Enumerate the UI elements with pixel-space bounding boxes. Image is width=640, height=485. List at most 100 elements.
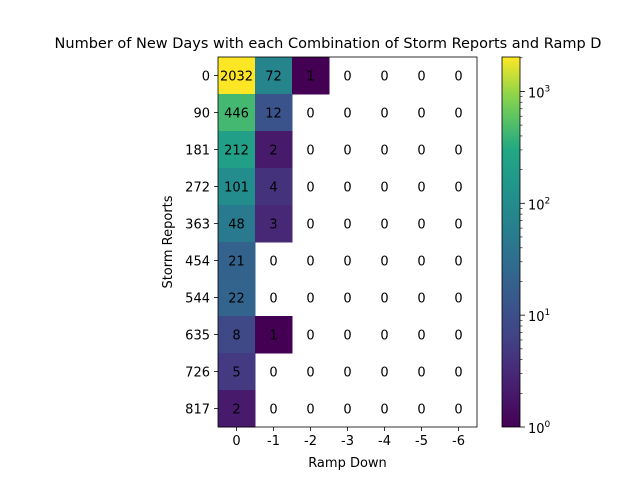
heatmap-cell xyxy=(218,94,256,132)
colorbar xyxy=(502,57,520,427)
cell-value-label: 0 xyxy=(380,403,388,418)
cell-value-label: 0 xyxy=(306,329,314,344)
cell-value-label: 0 xyxy=(454,403,462,418)
cell-value-label: 0 xyxy=(343,107,351,122)
heatmap-cell xyxy=(218,57,256,95)
cell-value-label: 0 xyxy=(306,107,314,122)
y-tick-label: 544 xyxy=(185,292,210,307)
cell-value-label: 0 xyxy=(380,144,388,159)
cell-value-label: 0 xyxy=(380,70,388,85)
cell-value-label: 0 xyxy=(269,366,277,381)
x-tick-label: -6 xyxy=(452,434,465,449)
chart-title: Number of New Days with each Combination… xyxy=(55,36,602,52)
heatmap-cell xyxy=(218,279,256,317)
x-tick-label: 0 xyxy=(232,434,240,449)
cell-value-label: 0 xyxy=(454,292,462,307)
y-axis: 0 90 181 272 363 454 544 635 726 817 xyxy=(185,70,218,418)
cell-value-label: 0 xyxy=(454,255,462,270)
x-tick-label: -3 xyxy=(341,434,354,449)
cell-value-label: 0 xyxy=(343,403,351,418)
cell-value-label: 0 xyxy=(380,292,388,307)
cell-value-label: 0 xyxy=(380,366,388,381)
cell-value-label: 0 xyxy=(380,181,388,196)
cell-value-label: 0 xyxy=(454,144,462,159)
x-tick-label: -4 xyxy=(378,434,391,449)
cell-value-label: 0 xyxy=(380,329,388,344)
cell-value-label: 2 xyxy=(232,403,240,418)
cell-value-label: 1 xyxy=(306,70,314,85)
heatmap-cell xyxy=(218,168,256,206)
cell-value-label: 2032 xyxy=(220,70,253,85)
cell-value-label: 0 xyxy=(417,366,425,381)
colorbar-tick-label: 102 xyxy=(528,196,550,213)
x-axis: 0 -1 -2 -3 -4 -5 -6 xyxy=(232,427,465,449)
cell-value-label: 0 xyxy=(454,366,462,381)
cell-value-label: 0 xyxy=(306,144,314,159)
cell-value-label: 446 xyxy=(224,107,249,122)
cell-value-label: 0 xyxy=(454,70,462,85)
cell-value-label: 0 xyxy=(306,255,314,270)
cell-value-label: 21 xyxy=(228,255,245,270)
cell-value-label: 0 xyxy=(417,292,425,307)
cell-value-label: 0 xyxy=(380,107,388,122)
heatmap-cell xyxy=(218,131,256,169)
cell-value-label: 212 xyxy=(224,144,249,159)
cell-value-label: 0 xyxy=(343,292,351,307)
colorbar-ticks: 100 101 102 103 xyxy=(520,57,551,437)
y-tick-label: 817 xyxy=(185,403,210,418)
y-tick-label: 272 xyxy=(185,181,210,196)
cell-value-label: 0 xyxy=(417,403,425,418)
cell-value-label: 0 xyxy=(343,144,351,159)
cell-value-label: 22 xyxy=(228,292,245,307)
y-tick-label: 635 xyxy=(185,329,210,344)
y-tick-label: 0 xyxy=(202,70,210,85)
cell-value-label: 0 xyxy=(306,403,314,418)
colorbar-frame xyxy=(501,56,521,428)
y-tick-label: 90 xyxy=(193,107,210,122)
cell-value-label: 0 xyxy=(343,366,351,381)
y-tick-label: 726 xyxy=(185,366,210,381)
cell-value-label: 1 xyxy=(269,329,277,344)
colorbar-tick-label: 100 xyxy=(528,420,551,437)
y-tick-label: 363 xyxy=(185,218,210,233)
cell-value-label: 0 xyxy=(380,218,388,233)
heatmap-cell xyxy=(218,316,256,354)
heatmap-cell xyxy=(218,353,256,391)
x-tick-label: -1 xyxy=(267,434,280,449)
colorbar-tick-label: 101 xyxy=(528,308,550,325)
cell-value-label: 0 xyxy=(343,70,351,85)
cell-value-label: 0 xyxy=(306,218,314,233)
cell-value-label: 0 xyxy=(269,255,277,270)
heatmap-cell xyxy=(255,205,293,243)
heatmap-cell xyxy=(218,390,256,428)
heatmap-cell xyxy=(218,205,256,243)
cell-value-label: 0 xyxy=(269,292,277,307)
cell-value-label: 0 xyxy=(380,255,388,270)
heatmap-cell xyxy=(255,316,293,354)
heatmap-cell xyxy=(218,242,256,280)
cell-value-label: 5 xyxy=(232,366,240,381)
cell-value-label: 0 xyxy=(417,255,425,270)
cell-value-label: 0 xyxy=(417,329,425,344)
cell-value-label: 12 xyxy=(265,107,282,122)
y-tick-label: 181 xyxy=(185,144,210,159)
cell-value-label: 48 xyxy=(228,218,245,233)
cell-value-label: 0 xyxy=(454,107,462,122)
cell-value-label: 0 xyxy=(454,329,462,344)
cell-value-label: 101 xyxy=(224,181,249,196)
y-axis-label: Storm Reports xyxy=(161,195,176,288)
colorbar-tick-label: 103 xyxy=(528,84,550,101)
x-tick-label: -5 xyxy=(415,434,428,449)
cell-value-label: 2 xyxy=(269,144,277,159)
cell-value-label: 0 xyxy=(417,218,425,233)
cell-value-label: 0 xyxy=(306,366,314,381)
cell-value-label: 72 xyxy=(265,70,282,85)
cell-value-label: 0 xyxy=(454,218,462,233)
heatmap-cell xyxy=(255,131,293,169)
cell-value-label: 0 xyxy=(454,181,462,196)
cell-value-label: 0 xyxy=(343,255,351,270)
heatmap-cell xyxy=(292,57,330,95)
